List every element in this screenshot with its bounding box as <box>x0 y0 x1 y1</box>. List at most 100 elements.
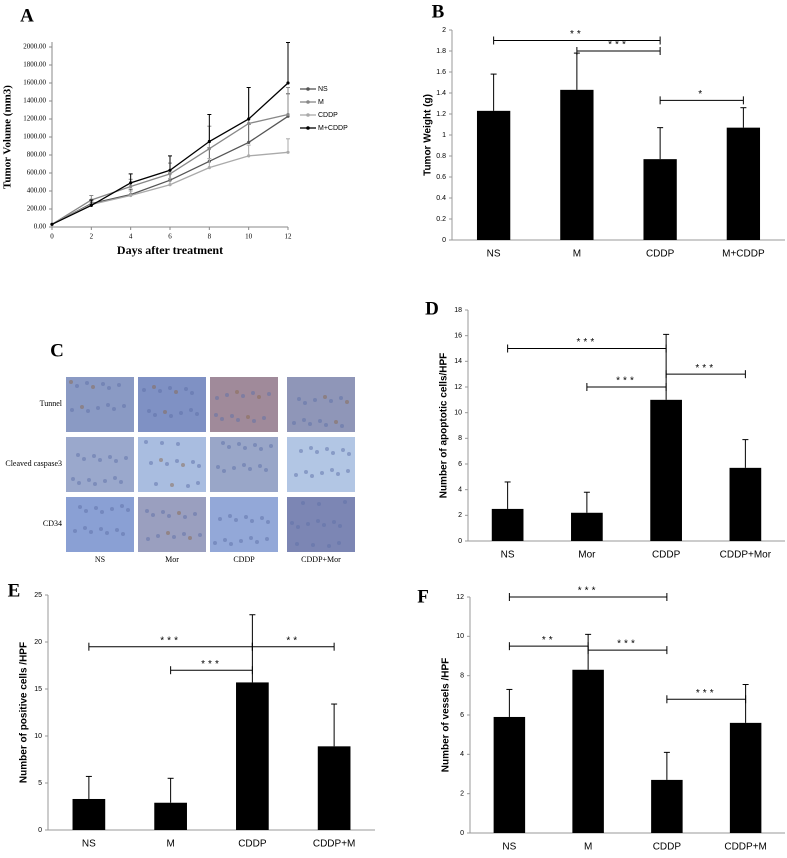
cell-texture <box>181 463 185 467</box>
cell-texture <box>120 504 124 508</box>
cell-texture <box>152 385 156 389</box>
cell-texture <box>264 468 268 472</box>
x-tick-label: M <box>166 839 174 850</box>
bar <box>571 512 603 541</box>
cell-texture <box>71 477 75 481</box>
cell-texture <box>124 456 128 460</box>
cell-texture <box>304 470 308 474</box>
y-tick-label: 10 <box>456 633 464 640</box>
y-tick-label: 8 <box>460 673 464 680</box>
panel-label: B <box>432 1 445 22</box>
y-tick-label: 12 <box>456 594 464 601</box>
cell-texture <box>336 472 340 476</box>
cell-texture <box>168 386 172 390</box>
cell-texture <box>248 467 252 471</box>
cell-texture <box>175 459 179 463</box>
column-label: CDDP <box>233 555 255 564</box>
x-tick-label: CDDP+Mor <box>720 550 772 561</box>
y-tick-label: 2 <box>442 27 446 34</box>
cell-texture <box>295 542 299 546</box>
cell-texture <box>78 505 82 509</box>
cell-texture <box>114 459 118 463</box>
cell-texture <box>182 532 186 536</box>
micrograph <box>138 437 206 492</box>
cell-texture <box>320 471 324 475</box>
y-tick-label: 0.8 <box>436 153 446 160</box>
cell-texture <box>294 473 298 477</box>
cell-texture <box>151 513 155 517</box>
cell-texture <box>221 441 225 445</box>
y-tick-label: 600.00 <box>27 169 47 177</box>
significance-label: *** <box>608 40 629 51</box>
significance-label: * <box>698 89 705 100</box>
y-tick-label: 6 <box>460 712 464 719</box>
significance-label: *** <box>160 635 181 646</box>
cell-texture <box>334 420 338 424</box>
x-tick-label: M <box>573 249 581 260</box>
cell-texture <box>262 416 266 420</box>
cell-texture <box>309 446 313 450</box>
bar <box>729 467 762 541</box>
cell-texture <box>257 395 261 399</box>
y-tick-label: 0.6 <box>436 174 446 181</box>
cell-texture <box>96 406 100 410</box>
cell-texture <box>75 384 79 388</box>
cell-texture <box>269 444 273 448</box>
cell-texture <box>83 526 87 530</box>
cell-texture <box>115 528 119 532</box>
y-tick-label: 2 <box>460 791 464 798</box>
panel-label: D <box>425 298 439 319</box>
cell-texture <box>176 442 180 446</box>
y-tick-label: 1000.00 <box>23 133 46 141</box>
cell-texture <box>156 534 160 538</box>
significance-label: *** <box>695 363 716 374</box>
cell-texture <box>213 541 217 545</box>
cell-texture <box>113 476 117 480</box>
cell-texture <box>332 520 336 524</box>
cell-texture <box>190 391 194 395</box>
cell-texture <box>89 530 93 534</box>
micrograph <box>287 437 355 492</box>
cell-texture <box>69 380 73 384</box>
cell-texture <box>228 514 232 518</box>
row-label: CD34 <box>43 519 62 528</box>
legend-marker <box>306 100 310 104</box>
cell-texture <box>302 418 306 422</box>
y-tick-label: 15 <box>34 686 42 693</box>
cell-texture <box>303 401 307 405</box>
cell-texture <box>346 469 350 473</box>
y-tick-label: 1.6 <box>436 69 446 76</box>
y-tick-label: 1.4 <box>436 90 446 97</box>
cell-texture <box>92 454 96 458</box>
cell-texture <box>172 535 176 539</box>
bar <box>491 508 524 541</box>
cell-texture <box>316 519 320 523</box>
legend-label: M+CDDP <box>318 125 348 132</box>
cell-texture <box>315 450 319 454</box>
x-tick-label: NS <box>501 550 515 561</box>
cell-texture <box>107 386 111 390</box>
y-axis-label: Tumor Volume (mm3) <box>2 85 14 189</box>
legend-marker <box>306 113 310 117</box>
cell-texture <box>244 515 248 519</box>
significance-label: *** <box>696 688 717 699</box>
significance-label: *** <box>617 639 638 650</box>
cell-texture <box>149 461 153 465</box>
cell-texture <box>292 421 296 425</box>
cell-texture <box>345 400 349 404</box>
cell-texture <box>186 484 190 488</box>
x-tick-label: CDDP <box>238 839 267 850</box>
legend-marker <box>306 87 310 91</box>
cell-texture <box>142 388 146 392</box>
cell-texture <box>225 393 229 397</box>
column-label: NS <box>95 555 105 564</box>
cell-texture <box>340 424 344 428</box>
y-tick-label: 14 <box>454 358 462 365</box>
cell-texture <box>91 385 95 389</box>
cell-texture <box>86 409 90 413</box>
bar <box>726 127 761 240</box>
legend-label: CDDP <box>318 112 338 119</box>
cell-texture <box>189 408 193 412</box>
y-axis-label: Number of vessels /HPF <box>441 658 452 772</box>
